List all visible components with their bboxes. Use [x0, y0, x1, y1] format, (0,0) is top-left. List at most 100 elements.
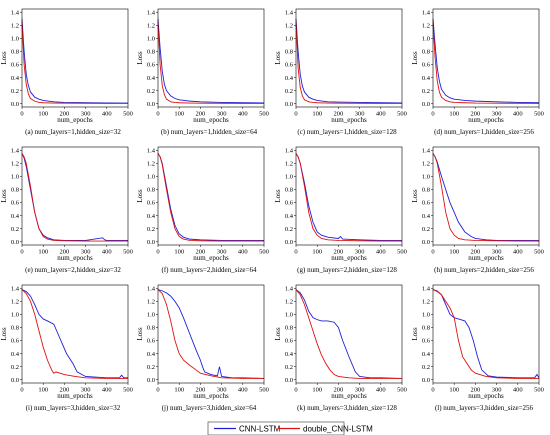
y-axis-label: Loss [274, 327, 282, 341]
y-tick-label: 0.8 [11, 325, 19, 332]
x-tick-label: 200 [334, 387, 344, 394]
y-tick-label: 1.4 [147, 285, 156, 292]
y-tick-label: 0.0 [422, 377, 430, 384]
y-tick-label: 0.2 [147, 226, 155, 233]
x-tick-label: 100 [449, 111, 459, 118]
y-tick-label: 0.6 [147, 62, 156, 69]
x-tick-label: 200 [60, 111, 70, 118]
y-tick-label: 0.4 [11, 351, 20, 358]
y-tick-label: 0.6 [422, 338, 431, 345]
x-tick-label: 0 [156, 387, 159, 394]
plot-frame [295, 8, 403, 108]
x-tick-label: 300 [81, 387, 91, 394]
chart-panel: 0.0 0.2 0.4 0.6 0.8 1.0 1.2 1.4 0 100 200 300 400 500… [136, 8, 269, 136]
series-line-double-cnn-lstm [432, 22, 540, 104]
panel-caption: (l) num_layers=3,hidden_size=256 [435, 404, 534, 412]
x-tick-label: 400 [102, 387, 112, 394]
chart-panel: 0.0 0.2 0.4 0.6 0.8 1.0 1.2 1.4 0 100 200 300 400 500… [411, 146, 544, 274]
y-tick-label: 0.8 [11, 187, 19, 194]
y-tick-label: 0.0 [147, 101, 155, 108]
chart-panel: 0.0 0.2 0.4 0.6 0.8 1.0 1.2 1.4 0 100 200 300 400 500… [0, 146, 133, 274]
x-axis-label: num_epochs [57, 254, 93, 262]
x-tick-label: 500 [534, 249, 544, 256]
y-tick-label: 0.0 [422, 239, 430, 246]
panel-caption: (j) num_layers=3,hidden_size=64 [162, 404, 257, 412]
y-tick-label: 1.4 [11, 285, 20, 292]
y-tick-label: 1.0 [11, 174, 19, 181]
y-tick-label: 1.2 [285, 23, 293, 30]
x-tick-label: 100 [174, 111, 184, 118]
legend: CNN-LSTM double_CNN-LSTM [207, 421, 373, 435]
y-tick-label: 0.6 [11, 200, 20, 207]
y-tick-label: 1.4 [422, 285, 431, 292]
y-tick-label: 0.0 [147, 239, 155, 246]
x-tick-label: 0 [431, 249, 434, 256]
y-tick-label: 0.0 [11, 101, 19, 108]
plot-frame [295, 146, 403, 246]
y-tick-label: 1.2 [11, 299, 19, 306]
x-tick-label: 200 [471, 387, 481, 394]
x-tick-label: 400 [513, 249, 523, 256]
chart-panel: 0.0 0.2 0.4 0.6 0.8 1.0 1.2 1.4 0 100 200 300 400 500… [274, 284, 407, 412]
y-tick-label: 1.0 [422, 174, 430, 181]
x-tick-label: 200 [60, 387, 70, 394]
y-tick-label: 1.0 [422, 312, 430, 319]
series-line-cnn-lstm [432, 18, 540, 104]
plot-frame [157, 8, 265, 108]
y-tick-label: 0.8 [422, 325, 430, 332]
x-tick-label: 200 [334, 249, 344, 256]
x-tick-label: 300 [81, 249, 91, 256]
y-tick-label: 0.8 [422, 187, 430, 194]
y-tick-label: 0.2 [147, 364, 155, 371]
x-tick-label: 300 [492, 387, 502, 394]
x-tick-label: 100 [449, 249, 459, 256]
x-tick-label: 300 [355, 249, 365, 256]
series-line-double-cnn-lstm [295, 289, 402, 379]
series-line-cnn-lstm [295, 289, 403, 379]
y-tick-label: 0.6 [285, 62, 294, 69]
x-tick-label: 400 [238, 111, 248, 118]
y-tick-label: 0.4 [147, 351, 156, 358]
panel-caption: (h) num_layers=2,hidden_size=256 [434, 266, 534, 274]
x-tick-label: 0 [294, 387, 297, 394]
x-tick-label: 400 [513, 111, 523, 118]
y-axis-label: Loss [136, 51, 144, 65]
y-tick-label: 0.4 [285, 351, 294, 358]
x-axis-label: num_epochs [331, 392, 367, 400]
chart-panel: 0.0 0.2 0.4 0.6 0.8 1.0 1.2 1.4 0 100 200 300 400 500… [0, 284, 133, 412]
y-tick-label: 1.0 [285, 174, 293, 181]
panel-caption: (a) num_layers=1,hidden_size=32 [25, 128, 121, 136]
chart-panel: 0.0 0.2 0.4 0.6 0.8 1.0 1.2 1.4 0 100 200 300 400 500… [274, 146, 407, 274]
series-line-cnn-lstm [432, 153, 539, 241]
y-axis-label: Loss [136, 189, 144, 203]
series-line-cnn-lstm [21, 153, 128, 241]
x-tick-label: 100 [449, 387, 459, 394]
x-tick-label: 400 [376, 249, 386, 256]
legend-label-cnn-lstm: CNN-LSTM [239, 425, 281, 434]
y-tick-label: 1.4 [285, 9, 294, 16]
y-tick-label: 0.4 [422, 213, 431, 220]
series-line-cnn-lstm [21, 289, 128, 379]
x-tick-label: 500 [397, 111, 407, 118]
y-tick-label: 1.4 [285, 285, 294, 292]
y-tick-label: 0.0 [147, 377, 155, 384]
x-axis-label: num_epochs [468, 116, 504, 124]
y-tick-label: 1.4 [285, 147, 294, 154]
x-tick-label: 300 [492, 249, 502, 256]
chart-panel: 0.0 0.2 0.4 0.6 0.8 1.0 1.2 1.4 0 100 200 300 400 500… [136, 284, 269, 412]
series-line-cnn-lstm [295, 153, 402, 241]
panel-caption: (k) num_layers=3,hidden_size=128 [297, 404, 397, 412]
panel-caption: (i) num_layers=3,hidden_size=32 [26, 404, 121, 412]
chart-panel: 0.0 0.2 0.4 0.6 0.8 1.0 1.2 1.4 0 100 200 300 400 500… [0, 8, 133, 136]
y-tick-label: 0.8 [11, 49, 19, 56]
y-axis-label: Loss [411, 189, 419, 203]
y-tick-label: 1.4 [11, 9, 20, 16]
series-line-double-cnn-lstm [432, 289, 539, 379]
x-axis-label: num_epochs [331, 254, 367, 262]
x-tick-label: 500 [259, 249, 269, 256]
plot-frame [432, 8, 540, 108]
x-tick-label: 400 [513, 387, 523, 394]
x-tick-label: 0 [156, 111, 159, 118]
panel-caption: (e) num_layers=2,hidden_size=32 [25, 266, 121, 274]
x-tick-label: 200 [334, 111, 344, 118]
